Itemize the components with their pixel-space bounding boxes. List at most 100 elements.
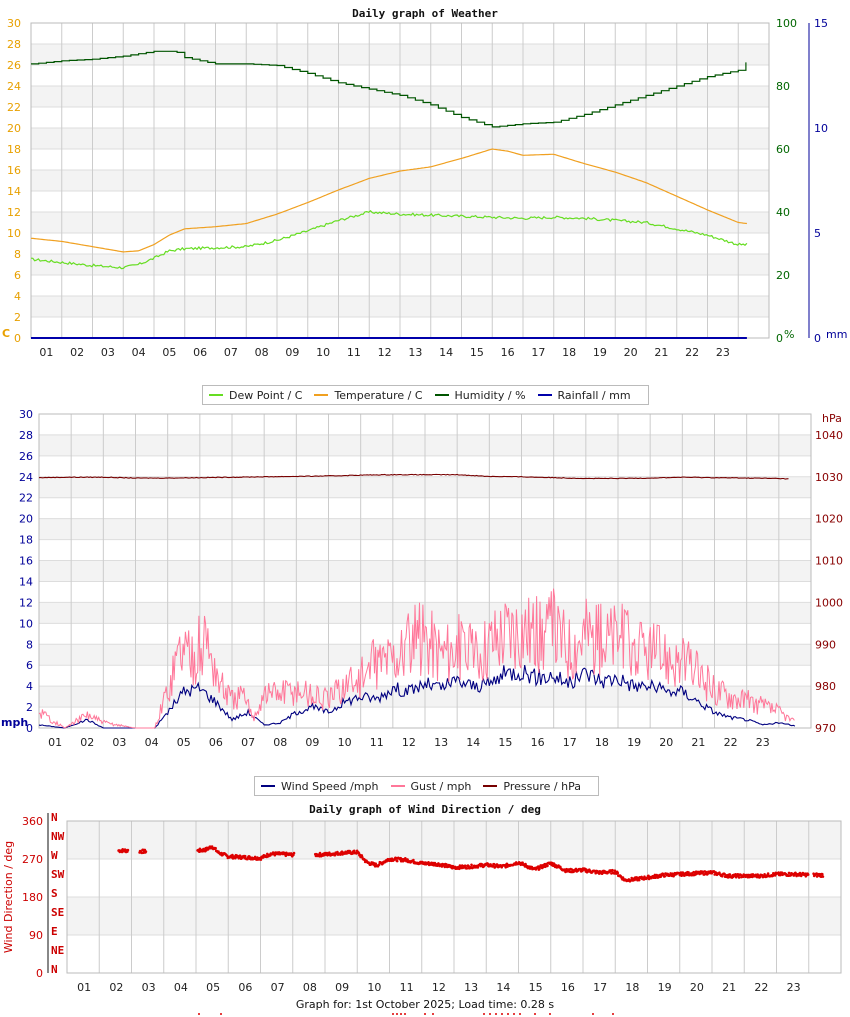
direction-point <box>269 852 273 855</box>
direction-point <box>500 864 504 867</box>
direction-point <box>359 854 363 857</box>
direction-point <box>484 863 488 866</box>
direction-point <box>728 873 732 876</box>
x-tick-label: 21 <box>654 346 668 359</box>
direction-point <box>246 856 250 859</box>
direction-point <box>802 872 805 876</box>
direction-point <box>466 864 469 868</box>
direction-point <box>590 870 594 874</box>
direction-point <box>437 863 441 867</box>
direction-point <box>795 874 798 878</box>
direction-point <box>124 850 128 854</box>
direction-point <box>431 863 434 867</box>
direction-point <box>644 877 647 880</box>
direction-point <box>259 857 262 860</box>
direction-point <box>543 862 546 866</box>
direction-point <box>526 866 530 870</box>
direction-point <box>650 875 654 879</box>
direction-point <box>680 874 683 877</box>
direction-point <box>267 854 270 858</box>
direction-point <box>199 849 202 852</box>
direction-point <box>676 871 680 875</box>
direction-point <box>599 870 603 873</box>
direction-point <box>626 879 629 882</box>
direction-marker <box>612 1013 614 1015</box>
legend-swatch-humidity <box>434 394 449 396</box>
direction-marker <box>483 1013 485 1015</box>
direction-point <box>635 876 638 879</box>
direction-point <box>530 866 533 869</box>
direction-point <box>210 845 214 848</box>
direction-point <box>474 864 478 868</box>
direction-point <box>694 873 697 876</box>
direction-point <box>608 869 611 872</box>
direction-point <box>721 875 724 878</box>
direction-point <box>506 863 510 867</box>
direction-point <box>333 853 336 857</box>
x-tick-label: 01 <box>48 736 62 749</box>
direction-point <box>635 876 639 879</box>
direction-point <box>665 872 668 876</box>
direction-point <box>397 856 400 860</box>
direction-point <box>615 872 618 875</box>
direction-point <box>227 855 231 859</box>
direction-point <box>202 849 206 852</box>
direction-point <box>683 872 687 875</box>
direction-point <box>801 872 804 875</box>
legend-item-dew-point: Dew Point / C <box>209 389 302 402</box>
direction-point <box>568 870 571 873</box>
y-unit-rainfall: mm <box>826 328 847 341</box>
direction-point <box>731 874 734 877</box>
direction-point <box>710 872 714 875</box>
x-tick-label: 21 <box>691 736 705 749</box>
direction-point <box>776 872 779 875</box>
x-tick-label: 04 <box>132 346 146 359</box>
direction-point <box>228 855 232 859</box>
direction-point <box>610 869 614 872</box>
direction-point <box>570 868 574 871</box>
direction-point <box>788 874 791 877</box>
direction-point <box>477 863 481 867</box>
direction-point <box>405 859 408 863</box>
direction-point <box>230 856 234 859</box>
direction-point <box>284 853 287 856</box>
direction-point <box>394 856 397 860</box>
x-tick-label: 05 <box>177 736 191 749</box>
direction-point <box>514 861 518 864</box>
direction-point <box>511 863 514 867</box>
compass-label: N <box>51 963 58 976</box>
direction-point <box>402 858 406 862</box>
direction-point <box>566 870 569 873</box>
direction-point <box>492 862 495 866</box>
compass-label: SW <box>51 868 65 881</box>
direction-point <box>723 872 726 876</box>
direction-point <box>252 857 256 860</box>
direction-point <box>784 873 787 876</box>
x-tick-label: 14 <box>496 981 510 994</box>
direction-point <box>625 879 629 883</box>
direction-point <box>334 852 338 855</box>
direction-point <box>777 873 781 877</box>
direction-point <box>695 872 698 876</box>
legend-swatch-rainfall <box>537 394 552 396</box>
direction-point <box>500 865 504 869</box>
direction-point <box>499 865 503 868</box>
y-tick-temp: 12 <box>7 206 21 219</box>
direction-point <box>385 860 389 863</box>
direction-point <box>591 869 595 873</box>
direction-point <box>494 865 498 868</box>
direction-point <box>464 866 468 870</box>
x-tick-label: 03 <box>142 981 156 994</box>
direction-point <box>637 878 641 882</box>
direction-point <box>516 862 519 866</box>
direction-point <box>242 854 246 858</box>
direction-point <box>370 861 373 864</box>
direction-point <box>596 871 600 874</box>
direction-point <box>451 864 455 868</box>
direction-point <box>564 870 567 874</box>
direction-point <box>348 849 351 853</box>
x-tick-label: 10 <box>367 981 381 994</box>
direction-point <box>268 854 272 857</box>
direction-point <box>609 869 613 872</box>
direction-point <box>408 860 411 864</box>
